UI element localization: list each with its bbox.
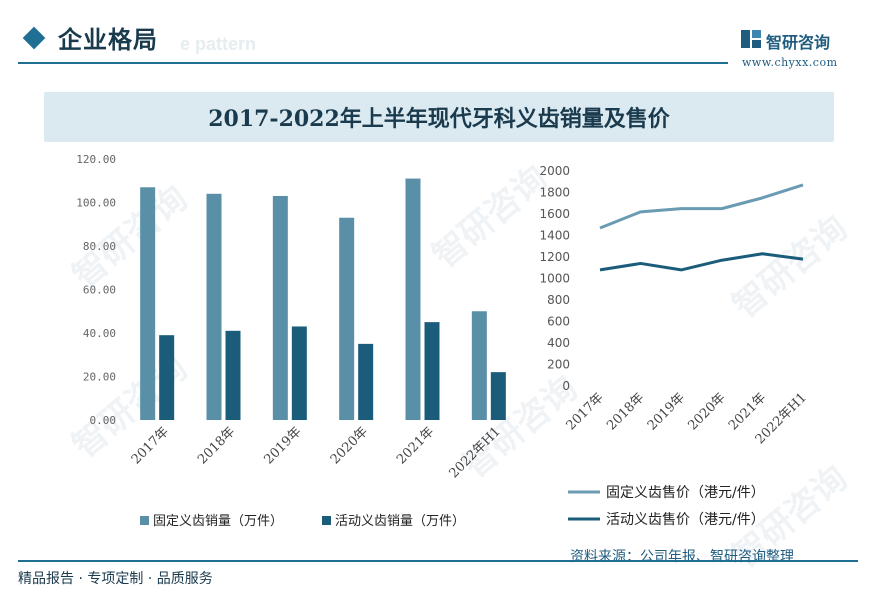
bar-y-tick-label: 100.00 xyxy=(76,197,116,210)
line-y-tick-label: 800 xyxy=(547,293,570,307)
bar-x-tick-label: 2019年 xyxy=(261,424,304,467)
bar-active xyxy=(490,372,506,420)
line-x-tick-label: 2020年 xyxy=(685,390,728,433)
bar-x-tick-label: 2018年 xyxy=(195,424,238,467)
bar-legend-label: 固定义齿销量（万件） xyxy=(153,514,283,529)
line-legend-label: 固定义齿售价（港元/件） xyxy=(606,485,765,501)
footer-divider xyxy=(18,560,858,562)
line-x-tick-label: 2018年 xyxy=(604,390,647,433)
line-legend-label: 活动义齿售价（港元/件） xyxy=(606,512,765,528)
chart-title-banner: 2017-2022年上半年现代牙科义齿销量及售价 xyxy=(44,92,834,142)
line-y-tick-label: 0 xyxy=(562,379,570,393)
brand-name: 智研咨询 xyxy=(766,33,831,52)
bar-y-tick-label: 60.00 xyxy=(83,284,116,297)
brand-icon xyxy=(741,30,761,48)
bar-fixed xyxy=(272,195,288,420)
footer-slogan: 精品报告 · 专项定制 · 品质服务 xyxy=(18,571,213,587)
brand-url[interactable]: www.chyxx.com xyxy=(742,56,838,69)
bar-legend-swatch xyxy=(140,516,149,525)
bar-active xyxy=(291,326,307,420)
bar-y-tick-label: 40.00 xyxy=(83,327,116,340)
bar-fixed xyxy=(405,178,421,420)
bar-y-tick-label: 80.00 xyxy=(83,240,116,253)
bar-active xyxy=(225,330,241,420)
bar-x-tick-label: 2020年 xyxy=(328,424,371,467)
line-y-tick-label: 1400 xyxy=(539,229,570,243)
line-x-tick-label: 2017年 xyxy=(564,390,607,433)
line-y-tick-label: 1000 xyxy=(539,272,570,286)
line-series-active xyxy=(599,252,804,272)
line-series-fixed xyxy=(599,183,804,230)
bar-fixed xyxy=(206,193,222,420)
bar-x-tick-label: 2022年H1 xyxy=(447,424,504,481)
line-y-tick-label: 2000 xyxy=(539,164,570,178)
bar-legend-label: 活动义齿销量（万件） xyxy=(335,514,465,529)
line-y-tick-label: 400 xyxy=(547,336,570,350)
bar-fixed xyxy=(471,311,487,420)
bar-y-tick-label: 20.00 xyxy=(83,371,116,384)
bar-active xyxy=(358,343,374,420)
brand-logo[interactable]: 智研咨询 www.chyxx.com xyxy=(740,28,860,69)
bar-y-tick-label: 0.00 xyxy=(90,414,117,427)
line-y-tick-label: 200 xyxy=(547,358,570,372)
bar-y-tick-label: 120.00 xyxy=(76,153,116,166)
data-source: 资料来源：公司年报、智研咨询整理 xyxy=(570,549,794,565)
bar-legend-swatch xyxy=(322,516,331,525)
bar-fixed xyxy=(339,217,355,420)
ghost-subtitle: e pattern xyxy=(180,34,257,54)
line-y-tick-label: 1800 xyxy=(539,186,570,200)
bar-active xyxy=(159,335,175,420)
footer: 资料来源：公司年报、智研咨询整理 精品报告 · 专项定制 · 品质服务 xyxy=(0,546,876,609)
bar-active xyxy=(424,322,440,420)
chart-title: 2017-2022年上半年现代牙科义齿销量及售价 xyxy=(208,106,670,132)
line-y-tick-label: 600 xyxy=(547,315,570,329)
header: 企业格局 e pattern xyxy=(0,0,876,70)
section-title: 企业格局 xyxy=(58,26,158,54)
bar-x-tick-label: 2021年 xyxy=(394,424,437,467)
header-divider xyxy=(18,62,728,64)
line-x-tick-label: 2019年 xyxy=(645,390,688,433)
bar-fixed xyxy=(140,187,156,420)
line-y-tick-label: 1200 xyxy=(539,250,570,264)
line-y-tick-label: 1600 xyxy=(539,207,570,221)
bar-x-tick-label: 2017年 xyxy=(129,424,172,467)
